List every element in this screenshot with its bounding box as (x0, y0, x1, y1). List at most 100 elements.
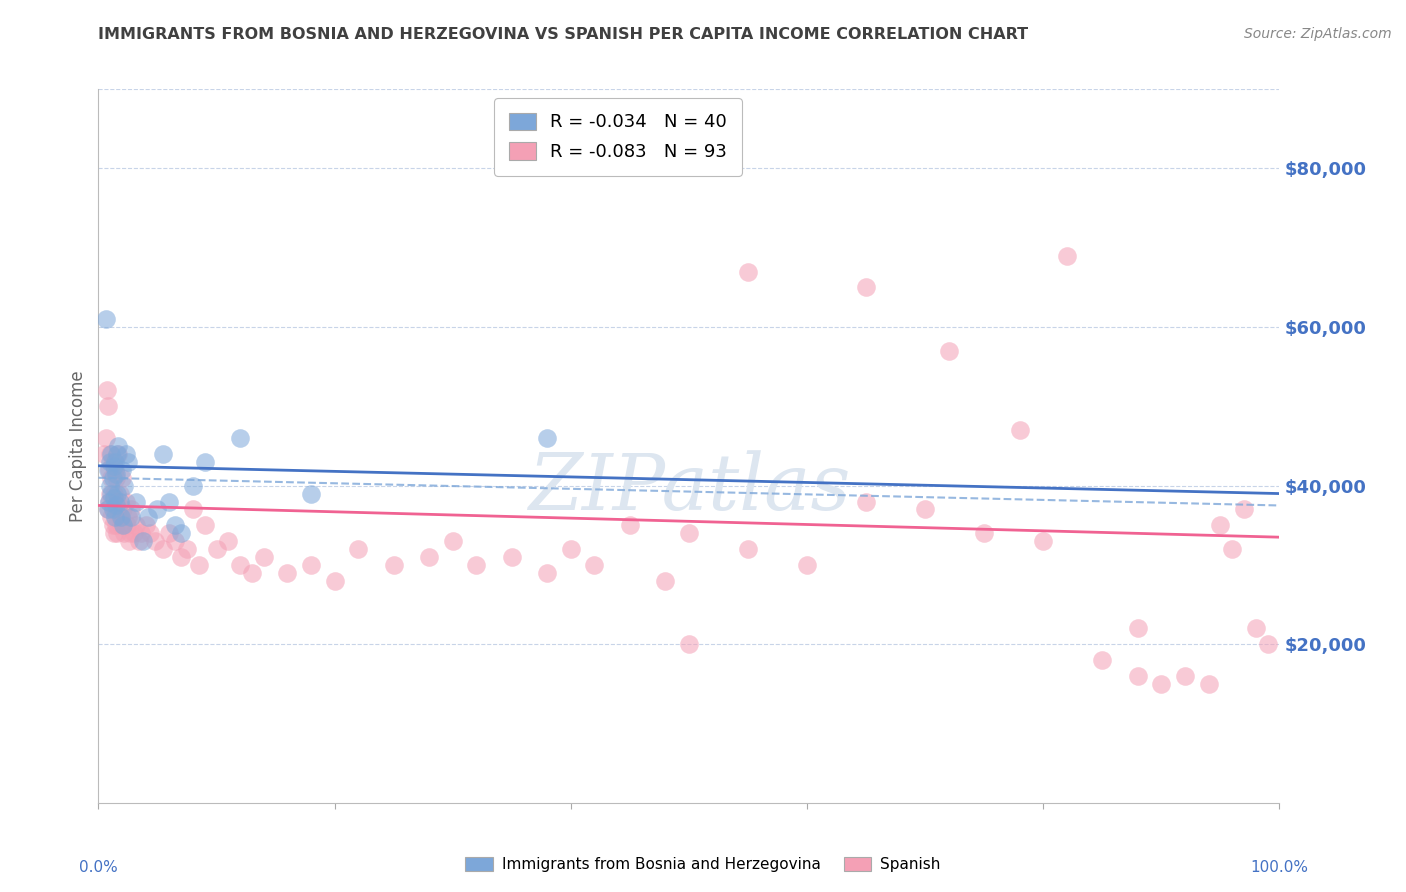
Point (560, 542, 582, 557)
Point (112, 478, 135, 492)
Point (98, 455, 121, 469)
Point (465, 558, 488, 572)
Point (105, 447, 128, 461)
Point (1220, 542, 1243, 557)
Point (1056, 249, 1078, 263)
Y-axis label: Per Capita Income: Per Capita Income (69, 370, 87, 522)
Point (103, 486, 125, 500)
Point (323, 574, 346, 588)
Point (125, 494, 148, 508)
Point (101, 518, 124, 533)
Point (108, 486, 131, 500)
Point (125, 518, 148, 533)
Point (1257, 637, 1279, 651)
Point (181, 478, 204, 492)
Point (100, 471, 122, 485)
Point (938, 343, 960, 358)
Text: 0.0%: 0.0% (79, 860, 118, 875)
Point (112, 502, 135, 516)
Point (98, 447, 121, 461)
Text: Source: ZipAtlas.com: Source: ZipAtlas.com (1244, 27, 1392, 41)
Point (536, 431, 558, 445)
Point (97, 502, 120, 516)
Point (135, 518, 157, 533)
Point (1126, 669, 1149, 683)
Point (108, 494, 131, 508)
Point (229, 558, 252, 572)
Point (100, 486, 122, 500)
Point (101, 502, 124, 516)
Point (299, 486, 322, 500)
Point (654, 574, 676, 588)
Point (94, 431, 117, 445)
Point (97, 502, 120, 516)
Point (101, 455, 124, 469)
Point (105, 471, 128, 485)
Point (170, 549, 193, 564)
Point (136, 510, 159, 524)
Point (104, 455, 127, 469)
Point (240, 566, 263, 580)
Point (194, 455, 217, 469)
Point (122, 526, 145, 541)
Point (98, 478, 121, 492)
Point (139, 526, 162, 541)
Point (1198, 677, 1220, 691)
Point (157, 494, 180, 508)
Point (107, 502, 129, 516)
Point (111, 463, 134, 477)
Point (114, 447, 136, 461)
Point (105, 526, 128, 541)
Point (737, 542, 759, 557)
Point (217, 534, 239, 549)
Point (253, 549, 276, 564)
Point (108, 510, 131, 524)
Point (973, 526, 995, 541)
Point (105, 518, 128, 533)
Point (103, 458, 125, 473)
Point (737, 264, 759, 278)
Point (120, 526, 142, 541)
Legend: R = -0.034   N = 40, R = -0.083   N = 93: R = -0.034 N = 40, R = -0.083 N = 93 (495, 98, 742, 176)
Point (1244, 621, 1267, 635)
Point (276, 566, 298, 580)
Point (129, 526, 152, 541)
Point (181, 502, 204, 516)
Point (104, 502, 127, 516)
Point (98, 494, 121, 508)
Legend: Immigrants from Bosnia and Herzegovina, Spanish: Immigrants from Bosnia and Herzegovina, … (457, 849, 949, 880)
Point (107, 439, 129, 453)
Point (100, 447, 122, 461)
Point (855, 280, 877, 294)
Point (143, 534, 166, 549)
Point (152, 542, 174, 557)
Point (1008, 423, 1031, 437)
Point (146, 502, 169, 516)
Point (110, 518, 132, 533)
Point (104, 463, 127, 477)
Point (94, 312, 117, 326)
Point (103, 491, 125, 505)
Point (121, 502, 143, 516)
Text: IMMIGRANTS FROM BOSNIA AND HERZEGOVINA VS SPANISH PER CAPITA INCOME CORRELATION : IMMIGRANTS FROM BOSNIA AND HERZEGOVINA V… (98, 27, 1029, 42)
Point (103, 526, 125, 541)
Point (132, 534, 155, 549)
Point (583, 558, 606, 572)
Point (347, 542, 370, 557)
Point (187, 558, 209, 572)
Point (678, 526, 700, 541)
Text: 100.0%: 100.0% (1250, 860, 1309, 875)
Point (115, 518, 138, 533)
Point (619, 518, 641, 533)
Point (97, 463, 120, 477)
Point (93, 447, 115, 461)
Point (796, 558, 818, 572)
Point (97, 400, 120, 414)
Point (205, 542, 228, 557)
Point (914, 502, 936, 516)
Point (98, 463, 121, 477)
Point (105, 467, 128, 481)
Point (1174, 669, 1197, 683)
Point (112, 518, 135, 533)
Point (855, 494, 877, 508)
